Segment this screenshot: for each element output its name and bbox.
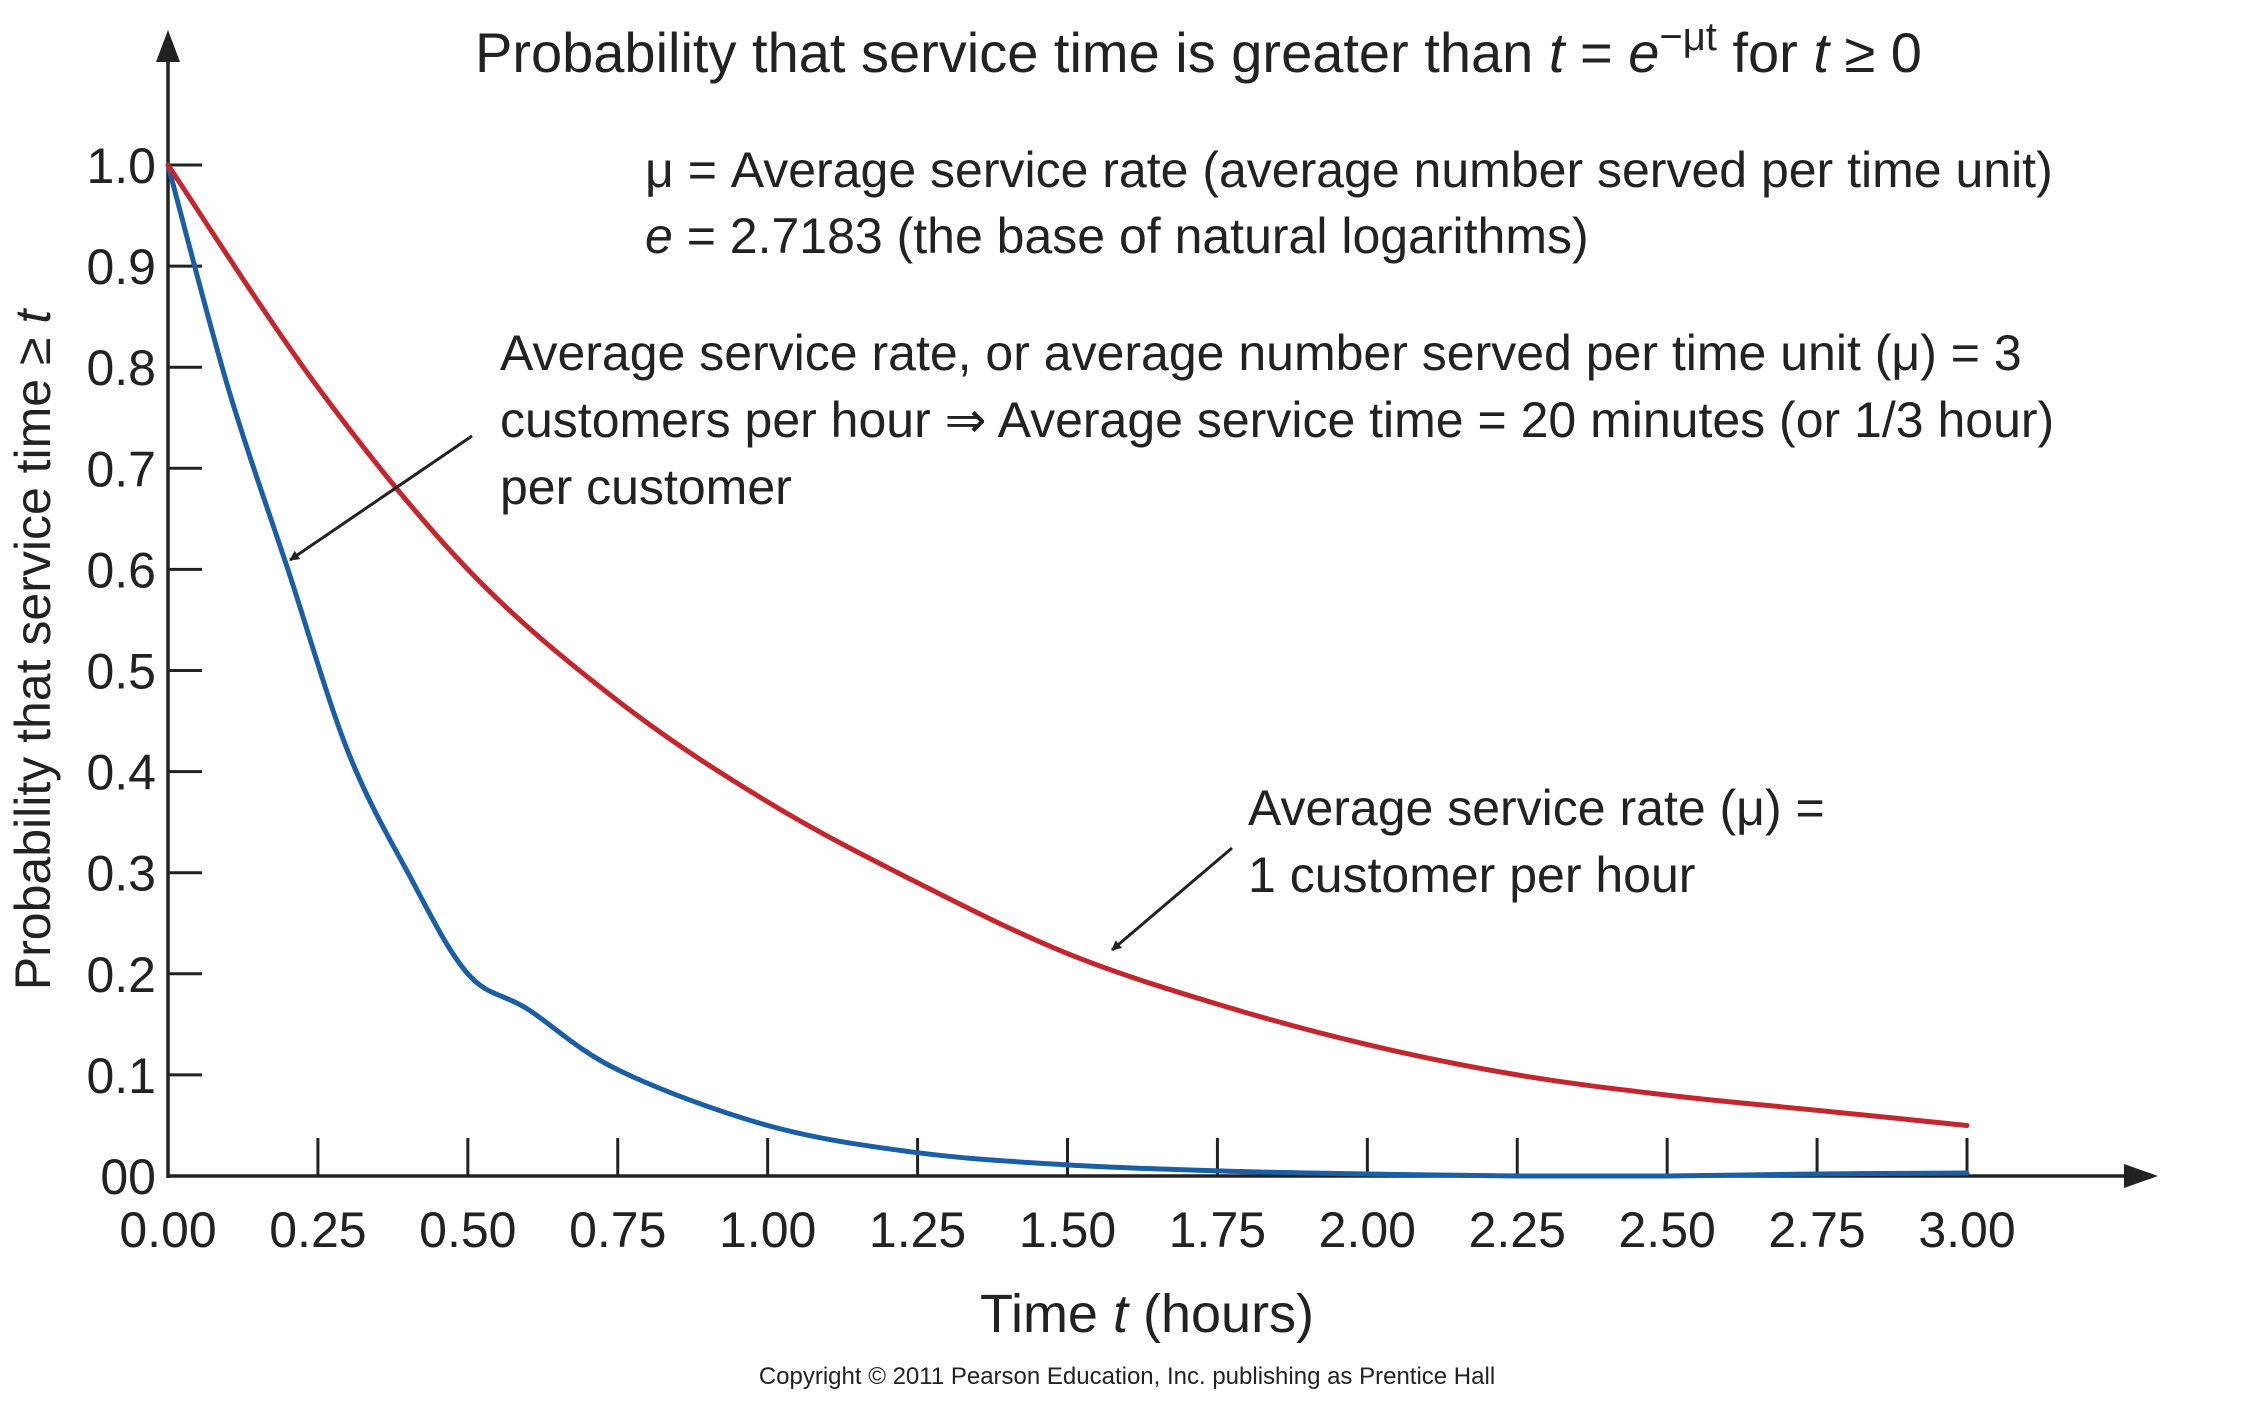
y-tick-label: 0.2: [86, 947, 156, 1003]
y-axis-label: Probability that service time ≥ t: [5, 308, 61, 991]
x-tick-label: 1.25: [869, 1202, 966, 1258]
x-tick-label: 1.00: [719, 1202, 816, 1258]
series-line-rate-1: [165, 162, 1970, 1128]
y-tick-label: 0.1: [86, 1048, 156, 1104]
y-tick-label: 0.3: [86, 846, 156, 902]
e-definition: e = 2.7183 (the base of natural logarith…: [645, 208, 1589, 264]
annotation-rate-3: Average service rate, or average number …: [289, 325, 2054, 562]
y-tick-label: 0.8: [86, 340, 156, 396]
x-tick-label: 0.50: [419, 1202, 516, 1258]
annotation-rate-1-line-2: 1 customer per hour: [1248, 847, 1695, 903]
x-tick-label: 2.50: [1619, 1202, 1716, 1258]
x-tick-label: 1.50: [1019, 1202, 1116, 1258]
series-line-rate-3: [165, 162, 1970, 1179]
x-axis-arrow: [2124, 1164, 2158, 1188]
series-layer: [165, 162, 1970, 1179]
x-tick-label: 1.75: [1169, 1202, 1266, 1258]
y-tick-label: 0.5: [86, 644, 156, 700]
annotation-rate-1-arrow: [1111, 846, 1233, 952]
y-tick-label: 0.6: [86, 542, 156, 598]
annotation-rate-1: Average service rate (μ) = 1 customer pe…: [1111, 780, 1825, 952]
x-tick-label: 3.00: [1918, 1202, 2015, 1258]
x-tick-label: 2.75: [1768, 1202, 1865, 1258]
copyright-text: Copyright © 2011 Pearson Education, Inc.…: [759, 1363, 1495, 1390]
x-tick-label: 2.25: [1469, 1202, 1566, 1258]
y-tick-label: 0.4: [86, 745, 156, 801]
y-tick-label: 00: [100, 1149, 156, 1205]
x-tick-label: 0.00: [119, 1202, 216, 1258]
x-axis-label: Time t (hours): [980, 1284, 1314, 1344]
y-ticks: 00 0.1 0.2 0.3 0.4 0.5 0.6 0.7 0.8 0.9 1.0: [86, 138, 202, 1205]
annotation-rate-1-line-1: Average service rate (μ) =: [1248, 780, 1825, 836]
y-tick-label: 0.7: [86, 441, 156, 497]
annotation-rate-3-line-1: Average service rate, or average number …: [500, 325, 2022, 381]
annotation-rate-3-line-2: customers per hour ⇒ Average service tim…: [500, 392, 2054, 448]
y-tick-label: 0.9: [86, 239, 156, 295]
x-tick-label: 0.75: [569, 1202, 666, 1258]
y-axis: [156, 30, 180, 1178]
annotation-rate-3-line-3: per customer: [500, 459, 792, 515]
mu-definition: μ = Average service rate (average number…: [645, 142, 2053, 198]
y-tick-label: 1.0: [86, 138, 156, 194]
x-tick-label: 0.25: [269, 1202, 366, 1258]
definition-note: μ = Average service rate (average number…: [645, 142, 2053, 264]
y-axis-arrow: [156, 30, 180, 62]
chart-title: Probability that service time is greater…: [475, 15, 1922, 84]
annotation-rate-3-arrow: [289, 434, 473, 562]
x-ticks: 0.00 0.25 0.50 0.75 1.00 1.25 1.50 1.75 2.00 2.25…: [119, 1138, 2016, 1258]
x-tick-label: 2.00: [1319, 1202, 1416, 1258]
